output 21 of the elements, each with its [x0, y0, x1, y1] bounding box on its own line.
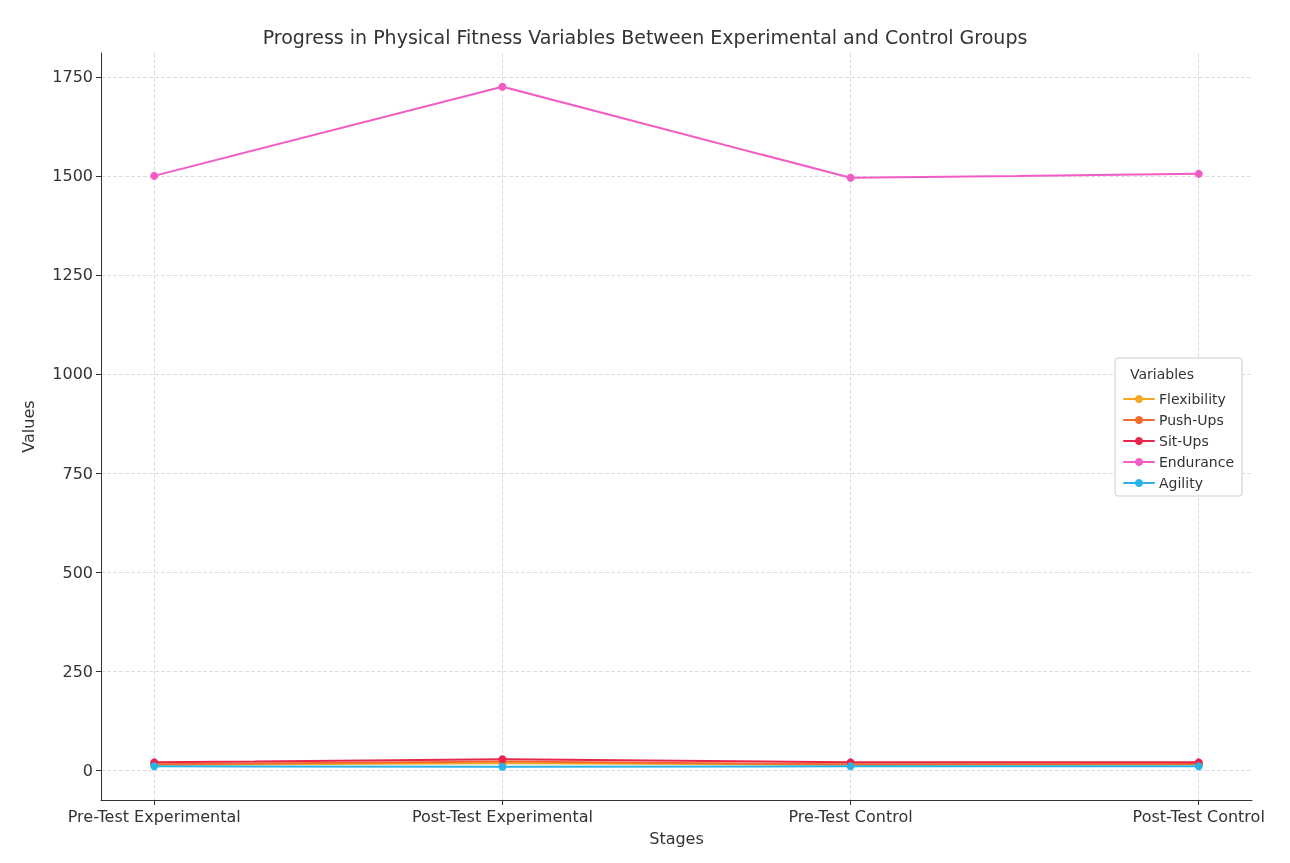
y-tick-label: 250 [62, 661, 93, 681]
y-tick-label: 1750 [52, 67, 93, 87]
y-tick-label: 0 [82, 760, 93, 780]
legend-label: Endurance [1159, 454, 1234, 470]
y-tick-label: 1000 [52, 364, 93, 384]
chart-title: Progress in Physical Fitness Variables Between Experimental and Control Groups [262, 25, 1028, 48]
y-tick-label: 1500 [52, 166, 93, 186]
x-tick-label: Post-Test Control [1132, 806, 1265, 826]
y-tick-label: 750 [62, 463, 93, 483]
y-tick-label: 1250 [52, 265, 93, 285]
x-tick-label: Post-Test Experimental [411, 806, 593, 826]
y-axis-title: Values [18, 400, 38, 453]
x-tick-label: Pre-Test Control [788, 806, 913, 826]
legend-label: Push-Ups [1159, 412, 1224, 428]
legend-label: Agility [1159, 475, 1203, 491]
legend-label: Sit-Ups [1159, 433, 1209, 449]
x-axis-title: Stages [649, 828, 704, 848]
y-tick-label: 500 [62, 562, 93, 582]
legend-title: Variables [1130, 366, 1195, 382]
legend-label: Flexibility [1159, 391, 1226, 407]
x-tick-label: Pre-Test Experimental [67, 806, 241, 826]
